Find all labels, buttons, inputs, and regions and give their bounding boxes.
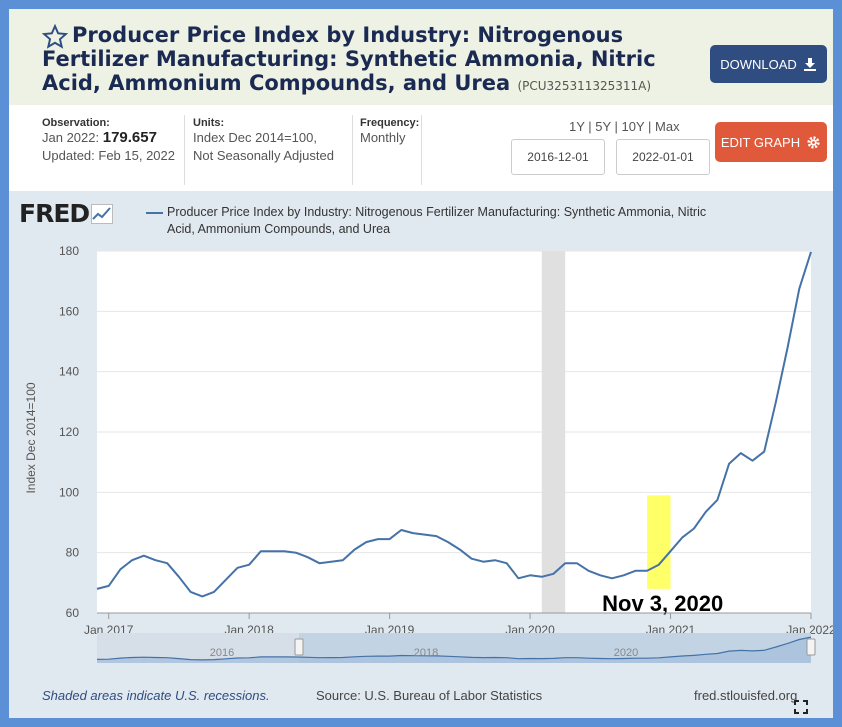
star-icon[interactable] — [42, 24, 68, 50]
gear-icon — [807, 135, 820, 149]
chart-legend: Producer Price Index by Industry: Nitrog… — [167, 205, 707, 236]
y-tick-label: 180 — [59, 244, 79, 258]
y-tick-label: 120 — [59, 425, 79, 439]
y-tick-label: 60 — [66, 606, 80, 620]
observation-value: 179.657 — [102, 129, 157, 146]
divider — [352, 115, 353, 185]
navigator-line — [96, 636, 812, 661]
series-line — [96, 251, 812, 598]
edit-graph-label: EDIT GRAPH — [720, 134, 801, 150]
download-label: DOWNLOAD — [720, 56, 797, 72]
units-value-2: Not Seasonally Adjusted — [193, 148, 334, 163]
fred-page: Producer Price Index by Industry: Nitrog… — [9, 9, 833, 718]
series-id: (PCU325311325311A) — [517, 79, 652, 93]
legend-swatch — [146, 212, 163, 214]
source-text: Source: U.S. Bureau of Labor Statistics — [316, 688, 543, 703]
navigator-handle[interactable] — [806, 638, 816, 656]
y-tick-label: 140 — [59, 365, 79, 379]
frequency-label: Frequency: — [360, 117, 420, 129]
updated-date: Updated: Feb 15, 2022 — [42, 148, 175, 163]
y-tick-label: 100 — [59, 485, 79, 499]
series-meta: Observation: Jan 2022: 179.657 Updated: … — [9, 105, 833, 191]
recession-band — [541, 251, 566, 613]
units-label: Units: — [193, 117, 225, 129]
observation-line: Jan 2022: 179.657 — [42, 129, 175, 147]
y-tick-label: 80 — [66, 546, 80, 560]
fred-logo: FRED — [19, 199, 114, 228]
range-selector[interactable]: 1Y | 5Y | 10Y | Max — [569, 119, 680, 134]
download-icon — [803, 58, 816, 71]
divider — [421, 115, 422, 185]
chart-area: FRED Producer Price Index by Industry: N… — [9, 191, 833, 718]
y-tick-label: 160 — [59, 304, 79, 318]
observation-date: Jan 2022: — [42, 130, 100, 145]
frequency-value: Monthly — [360, 130, 406, 145]
recession-note: Shaded areas indicate U.S. recessions. — [42, 688, 270, 703]
observation-label: Observation: — [42, 117, 110, 129]
chart-icon — [91, 204, 114, 224]
site-link[interactable]: fred.stlouisfed.org — [694, 688, 798, 703]
units-block: Units: Index Dec 2014=100, Not Seasonall… — [193, 117, 334, 165]
navigator-handle[interactable] — [294, 638, 304, 656]
download-button[interactable]: DOWNLOAD — [710, 45, 827, 83]
fred-logo-text: FRED — [19, 199, 90, 228]
observation-block: Observation: Jan 2022: 179.657 Updated: … — [42, 117, 175, 165]
navigator-label: 2016 — [210, 647, 234, 659]
navigator-label: 2018 — [414, 647, 438, 659]
frequency-block: Frequency: Monthly — [360, 117, 419, 147]
fullscreen-icon[interactable] — [794, 700, 808, 714]
page-title: Producer Price Index by Industry: Nitrog… — [42, 23, 697, 98]
annotation-label: Nov 3, 2020 — [602, 591, 723, 616]
navigator-area — [97, 637, 811, 663]
title-text: Producer Price Index by Industry: Nitrog… — [42, 23, 656, 95]
highlight-box — [647, 495, 671, 589]
start-date-input[interactable]: 2016-12-01 — [511, 139, 605, 175]
series-header: Producer Price Index by Industry: Nitrog… — [9, 9, 833, 105]
divider — [184, 115, 185, 185]
edit-graph-button[interactable]: EDIT GRAPH — [715, 122, 827, 162]
navigator-label: 2020 — [614, 647, 638, 659]
end-date-input[interactable]: 2022-01-01 — [616, 139, 710, 175]
units-value-1: Index Dec 2014=100, — [193, 130, 317, 145]
